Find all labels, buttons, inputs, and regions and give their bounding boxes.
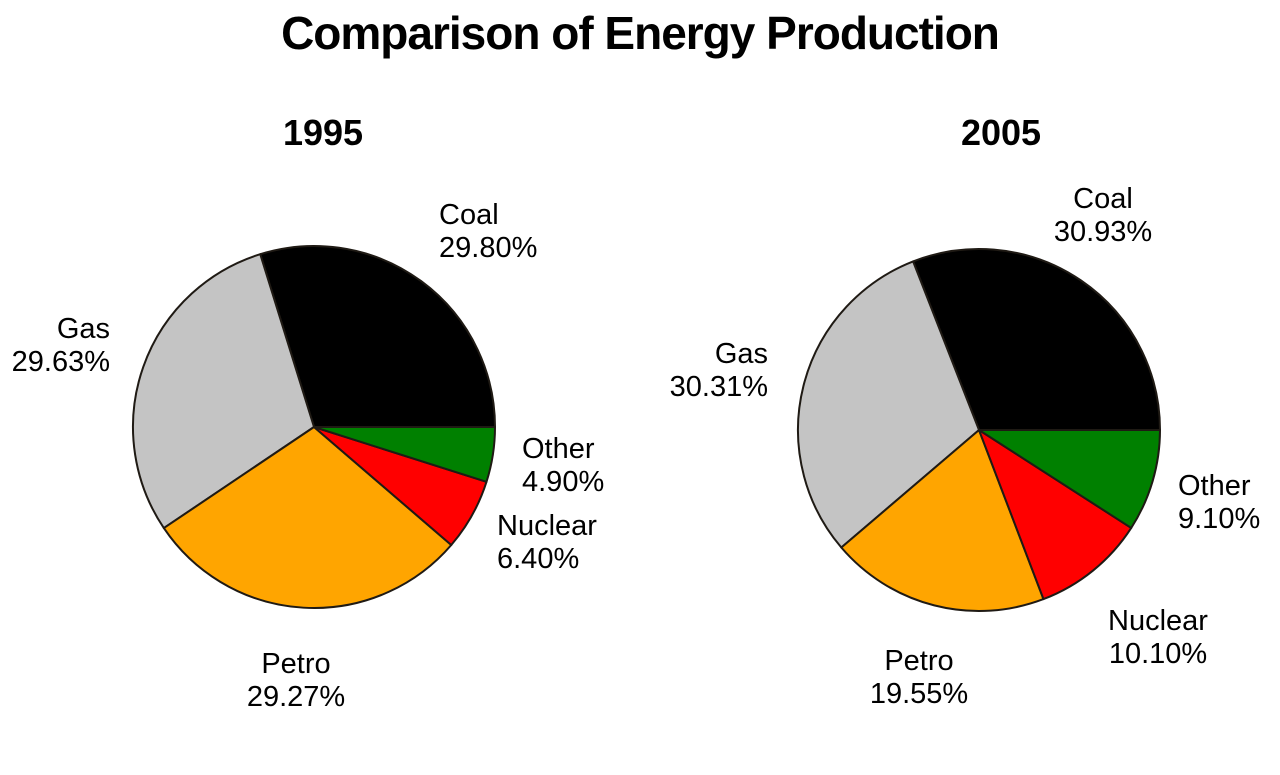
- slice-label-percent: 30.93%: [1053, 216, 1153, 248]
- pie-slice-1995-coal: [259, 245, 496, 428]
- slice-label-1995-petro: Petro 29.27%: [136, 648, 456, 714]
- slice-label-2005-petro: Petro 19.55%: [759, 645, 1079, 711]
- slice-label-1995-nuclear: Nuclear 6.40%: [497, 510, 597, 576]
- slice-label-name: Other: [522, 433, 595, 465]
- pie-slice-1995-petro: [162, 426, 453, 609]
- slice-label-percent: 10.10%: [1108, 638, 1208, 670]
- pie-slice-2005-other: [978, 429, 1161, 529]
- slice-label-2005-other: Other 9.10%: [1178, 470, 1260, 536]
- slice-label-1995-other: Other 4.90%: [522, 433, 604, 499]
- chart-title: Comparison of Energy Production: [281, 7, 1000, 59]
- slice-label-percent: 6.40%: [497, 543, 580, 575]
- slice-label-percent: 29.27%: [246, 681, 346, 713]
- slice-label-name: Coal: [439, 199, 499, 231]
- pie-slice-1995-gas: [132, 253, 315, 530]
- slice-label-name: Nuclear: [497, 510, 597, 542]
- slice-label-name: Coal: [1073, 183, 1133, 215]
- pie-slice-2005-petro: [840, 429, 1045, 612]
- slice-label-name: Petro: [884, 645, 954, 677]
- slice-label-1995-coal: Coal 29.80%: [439, 199, 537, 265]
- slice-label-name: Petro: [261, 648, 331, 680]
- pie-slice-2005-gas: [797, 260, 980, 549]
- pie-chart-2005: [797, 248, 1161, 612]
- slice-label-2005-coal: Coal 30.93%: [943, 183, 1263, 249]
- slice-label-percent: 19.55%: [869, 678, 969, 710]
- slice-label-2005-nuclear: Nuclear 10.10%: [998, 605, 1280, 671]
- pie-chart-1995: [132, 245, 496, 609]
- slice-label-percent: 9.10%: [1178, 503, 1261, 535]
- chart-subtitle-1995: 1995: [282, 112, 364, 153]
- slice-label-percent: 4.90%: [522, 466, 605, 498]
- pie-slice-1995-other: [313, 426, 496, 483]
- slice-label-percent: 29.80%: [439, 232, 538, 264]
- pie-slice-2005-nuclear: [978, 429, 1133, 601]
- slice-label-name: Nuclear: [1108, 605, 1208, 637]
- chart-subtitle-2005: 2005: [960, 112, 1042, 153]
- slice-label-name: Other: [1178, 470, 1251, 502]
- pie-slice-2005-coal: [912, 248, 1161, 431]
